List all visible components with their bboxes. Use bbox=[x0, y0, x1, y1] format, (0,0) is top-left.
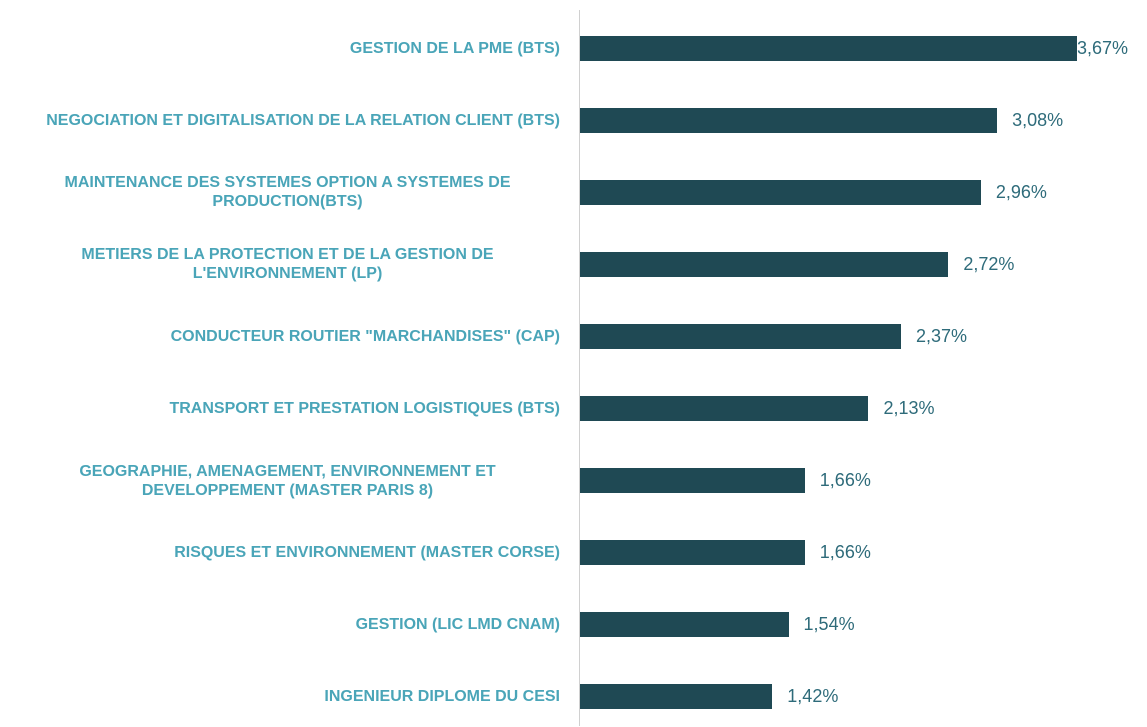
category-label: MAINTENANCE DES SYSTEMES OPTION A SYSTEM… bbox=[64, 174, 511, 211]
bar bbox=[580, 468, 805, 494]
category-label-box: CONDUCTEUR ROUTIER "MARCHANDISES" (CAP) bbox=[10, 306, 560, 366]
category-label-box: MAINTENANCE DES SYSTEMES OPTION A SYSTEM… bbox=[10, 162, 560, 222]
bar bbox=[580, 323, 901, 349]
category-label-box: GESTION DE LA PME (BTS) bbox=[10, 18, 560, 78]
category-label: CONDUCTEUR ROUTIER "MARCHANDISES" (CAP) bbox=[170, 327, 560, 345]
bar bbox=[580, 251, 949, 277]
bar bbox=[580, 107, 998, 133]
category-label-box: METIERS DE LA PROTECTION ET DE LA GESTIO… bbox=[10, 234, 560, 294]
value-label: 2,37% bbox=[915, 325, 967, 346]
bar bbox=[580, 396, 869, 421]
category-label: RISQUES ET ENVIRONNEMENT (MASTER CORSE) bbox=[174, 544, 560, 562]
axis-line bbox=[579, 10, 580, 726]
value-label: 2,72% bbox=[963, 253, 1015, 274]
bar bbox=[580, 540, 805, 566]
value-label: 1,54% bbox=[803, 614, 855, 635]
category-label-box: NEGOCIATION ET DIGITALISATION DE LA RELA… bbox=[10, 90, 560, 150]
category-label-box: INGENIEUR DIPLOME DU CESI bbox=[10, 667, 560, 727]
value-label: 2,13% bbox=[883, 398, 935, 418]
bar bbox=[580, 684, 773, 710]
category-label-box: RISQUES ET ENVIRONNEMENT (MASTER CORSE) bbox=[10, 523, 560, 583]
category-label: GESTION (LIC LMD CNAM) bbox=[355, 616, 560, 634]
category-label: TRANSPORT ET PRESTATION LOGISTIQUES (BTS… bbox=[169, 400, 560, 417]
bar bbox=[580, 35, 1077, 61]
category-label: GEOGRAPHIE, AMENAGEMENT, ENVIRONNEMENT E… bbox=[79, 462, 496, 499]
value-label: 2,96% bbox=[995, 181, 1047, 202]
value-label: 3,08% bbox=[1012, 109, 1064, 130]
value-label: 3,67% bbox=[1077, 37, 1129, 58]
bar bbox=[580, 612, 789, 638]
category-label-box: TRANSPORT ET PRESTATION LOGISTIQUES (BTS… bbox=[10, 379, 560, 439]
category-label: METIERS DE LA PROTECTION ET DE LA GESTIO… bbox=[81, 246, 494, 283]
category-label-box: GESTION (LIC LMD CNAM) bbox=[10, 595, 560, 655]
category-label: INGENIEUR DIPLOME DU CESI bbox=[324, 688, 560, 706]
value-label: 1,42% bbox=[787, 686, 839, 707]
category-label: GESTION DE LA PME (BTS) bbox=[349, 39, 560, 57]
value-label: 1,66% bbox=[819, 470, 871, 491]
category-label-box: GEOGRAPHIE, AMENAGEMENT, ENVIRONNEMENT E… bbox=[10, 451, 560, 511]
value-label: 1,66% bbox=[819, 542, 871, 563]
category-label: NEGOCIATION ET DIGITALISATION DE LA RELA… bbox=[46, 111, 560, 129]
bar bbox=[580, 179, 981, 205]
